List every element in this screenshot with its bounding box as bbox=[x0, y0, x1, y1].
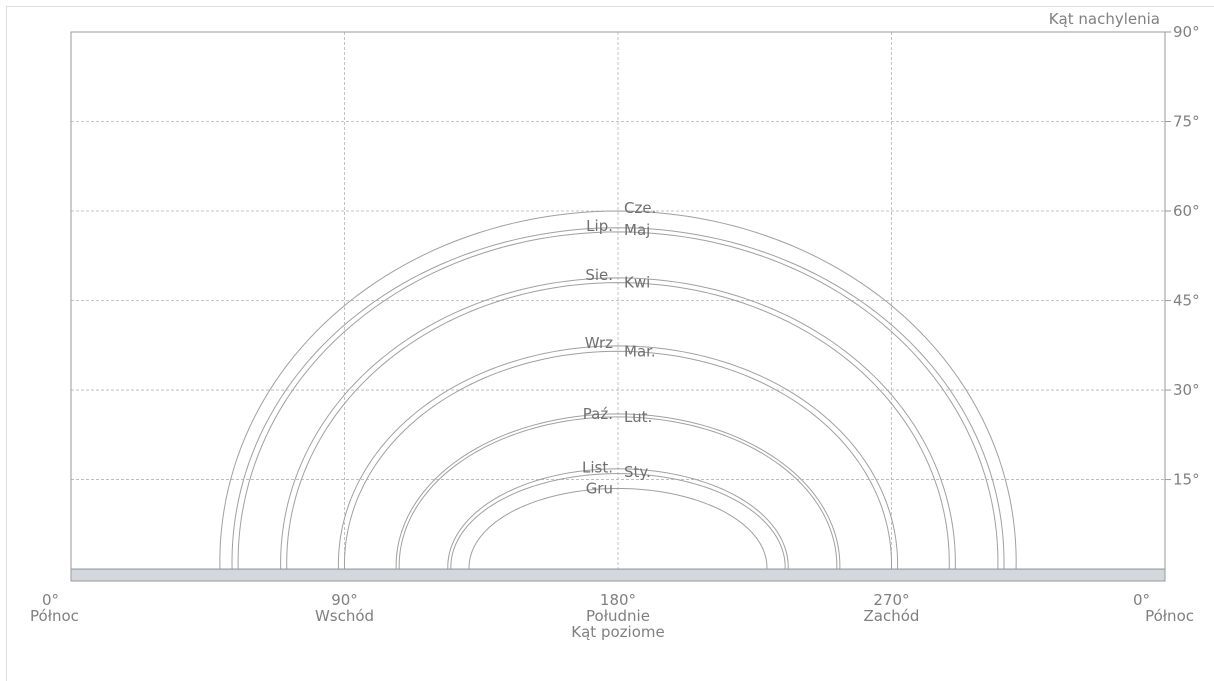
sun-curve bbox=[450, 473, 786, 582]
sun-curves bbox=[219, 210, 1017, 582]
series-label: Sie. bbox=[585, 266, 613, 284]
sun-curve bbox=[219, 210, 1017, 582]
x-direction-label: Północ bbox=[1145, 607, 1194, 625]
x-direction-label: Wschód bbox=[315, 607, 374, 625]
horizon-band bbox=[70, 568, 1166, 582]
series-label: Gru bbox=[586, 480, 613, 498]
series-label: Lip. bbox=[586, 217, 613, 235]
axes: Kąt nachylenia Kąt poziome 90° 75° 60° 45° 3… bbox=[30, 10, 1200, 641]
x-direction-label: Północ bbox=[30, 607, 79, 625]
series-label: Cze. bbox=[624, 199, 656, 217]
series-label: List. bbox=[582, 459, 613, 477]
x-tick-label: 0° bbox=[42, 591, 59, 609]
y-tick-label: 15° bbox=[1173, 471, 1200, 489]
sun-curve bbox=[286, 282, 950, 582]
sun-curve bbox=[447, 468, 789, 582]
x-axis-title: Kąt poziome bbox=[571, 623, 664, 641]
sun-curve bbox=[468, 488, 768, 582]
y-tick-label: 45° bbox=[1173, 292, 1200, 310]
series-label: Paź. bbox=[583, 405, 613, 423]
x-tick-label: 90° bbox=[331, 591, 358, 609]
series-label: Mar. bbox=[624, 342, 656, 360]
plot-border bbox=[70, 31, 1166, 582]
grid bbox=[71, 31, 1171, 581]
x-tick-label: 270° bbox=[873, 591, 909, 609]
x-tick-label: 0° bbox=[1133, 591, 1150, 609]
x-direction-label: Zachód bbox=[864, 607, 920, 625]
y-axis-title: Kąt nachylenia bbox=[1049, 10, 1160, 28]
sun-curve bbox=[398, 416, 838, 582]
series-label: Sty. bbox=[624, 463, 651, 481]
x-direction-label: Południe bbox=[586, 607, 650, 625]
sun-curve bbox=[395, 413, 841, 582]
curve-labels: Cze. Lip. Maj Sie. Kwi Wrz Mar. Paź. Lut. List. St… bbox=[582, 199, 656, 497]
chart-frame bbox=[6, 6, 1214, 681]
series-label: Lut. bbox=[624, 408, 652, 426]
series-label: Kwi bbox=[624, 274, 650, 292]
y-tick-label: 60° bbox=[1173, 202, 1200, 220]
y-tick-label: 75° bbox=[1173, 113, 1200, 131]
sun-curve bbox=[337, 345, 899, 582]
sun-curve bbox=[237, 231, 999, 582]
sun-curve bbox=[280, 277, 956, 582]
series-label: Maj bbox=[624, 221, 650, 239]
series-label: Wrz bbox=[585, 334, 613, 352]
sun-curve bbox=[231, 227, 1005, 582]
y-tick-label: 30° bbox=[1173, 381, 1200, 399]
y-tick-label: 90° bbox=[1173, 23, 1200, 41]
x-tick-label: 180° bbox=[600, 591, 636, 609]
sun-curve bbox=[343, 350, 893, 582]
